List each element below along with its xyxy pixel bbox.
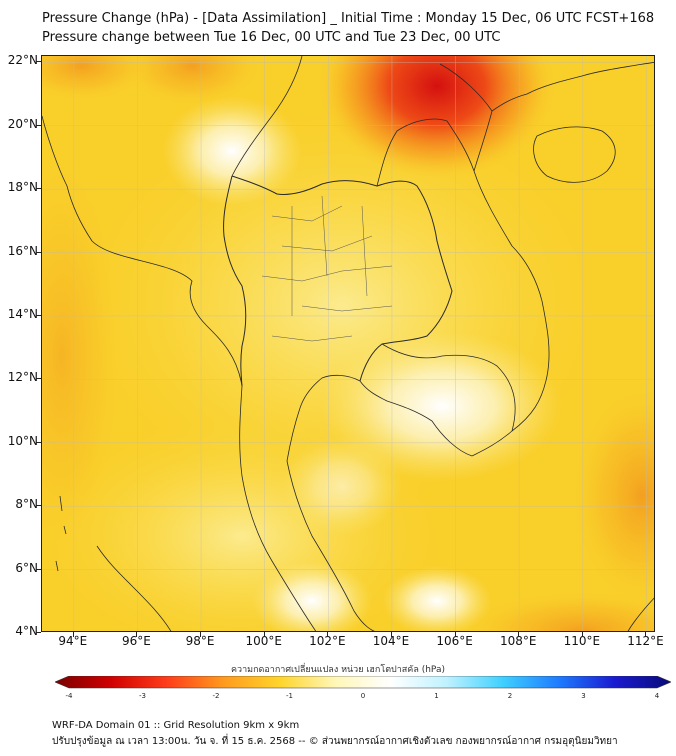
field-orange-northwest — [42, 56, 152, 101]
field-orange-east — [572, 386, 654, 606]
colorbar-tick-label: 4 — [654, 692, 660, 700]
lat-tick-mark — [36, 378, 41, 380]
cambodia-coastline — [359, 380, 473, 457]
colorbar-tick-label: 3 — [581, 692, 586, 700]
lon-tick-label: 104°E — [372, 634, 410, 648]
lat-tick-mark — [36, 505, 41, 507]
colorbar-tick-label: -2 — [212, 692, 220, 700]
lon-tick-label: 112°E — [627, 634, 664, 648]
andaman-islands — [55, 495, 67, 572]
lat-tick-mark — [36, 568, 41, 570]
lon-tick-mark — [518, 632, 520, 637]
lon-tick-mark — [200, 632, 202, 637]
colorbar — [55, 676, 671, 689]
lon-tick-mark — [136, 632, 138, 637]
lon-tick-mark — [327, 632, 329, 637]
lat-tick-label: 8°N — [15, 497, 38, 512]
borneo-coastline — [627, 597, 654, 631]
lat-tick-label: 16°N — [7, 243, 38, 258]
map-subtitle: Pressure change between Tue 16 Dec, 00 U… — [42, 30, 501, 45]
sumatra-coastline — [96, 545, 172, 631]
lon-tick-label: 106°E — [436, 634, 473, 648]
malay-peninsula-east — [286, 460, 375, 631]
field-white-southeast — [382, 566, 492, 631]
lat-tick-label: 6°N — [15, 560, 38, 575]
lon-tick-mark — [72, 632, 74, 637]
thailand-border — [223, 175, 453, 387]
lon-tick-label: 108°E — [499, 634, 537, 648]
lon-tick-label: 94°E — [58, 634, 88, 648]
field-white-gulf — [282, 436, 402, 536]
hainan-island — [533, 126, 616, 183]
lat-tick-mark — [36, 251, 41, 253]
lat-tick-mark — [36, 188, 41, 190]
pressure-change-map — [42, 56, 654, 631]
malay-peninsula-west — [239, 385, 317, 631]
cambodia-border — [381, 343, 516, 432]
field-orange-west — [42, 156, 122, 556]
lat-tick-label: 12°N — [7, 370, 38, 385]
lat-tick-label: 14°N — [7, 306, 38, 321]
lat-tick-label: 18°N — [7, 180, 38, 195]
lat-tick-label: 10°N — [7, 433, 38, 448]
field-orange-southeast — [462, 591, 654, 631]
province-borders — [261, 195, 393, 342]
colorbar-tick-label: -4 — [65, 692, 73, 700]
lon-tick-label: 110°E — [563, 634, 601, 648]
lat-tick-mark — [36, 61, 41, 63]
myanmar-coastline — [42, 115, 243, 387]
colorbar-bar — [55, 676, 671, 689]
laos-border — [376, 118, 475, 187]
lon-tick-mark — [581, 632, 583, 637]
lat-tick-mark — [36, 124, 41, 126]
field-white-south — [252, 561, 372, 631]
lat-tick-mark — [36, 314, 41, 316]
colorbar-tick-label: -3 — [139, 692, 146, 700]
lon-tick-mark — [645, 632, 647, 637]
gulf-of-thailand-coast — [286, 374, 361, 462]
lon-tick-label: 96°E — [122, 634, 151, 648]
lat-tick-mark — [36, 632, 41, 633]
colorbar-tick-label: 0 — [360, 692, 366, 700]
myanmar-china-border — [231, 56, 303, 177]
lon-tick-label: 98°E — [185, 634, 215, 648]
china-coastline — [439, 61, 654, 112]
field-white-cambodia — [322, 331, 562, 481]
colorbar-tick-label: -1 — [286, 692, 293, 700]
lon-tick-mark — [263, 632, 265, 637]
lat-tick-label: 22°N — [7, 53, 38, 68]
footer-credit: ปรับปรุงข้อมูล ณ เวลา 13:00น. วัน จ. ที่… — [52, 736, 618, 747]
lat-tick-mark — [36, 441, 41, 443]
graticule — [42, 56, 654, 631]
footer-model-info: WRF-DA Domain 01 :: Grid Resolution 9km … — [52, 720, 300, 731]
lat-tick-label: 20°N — [7, 116, 38, 131]
lat-tick-label: 4°N — [15, 624, 38, 638]
field-red-northeast — [317, 56, 557, 181]
lon-tick-label: 100°E — [245, 634, 282, 648]
lon-tick-label: 102°E — [309, 634, 346, 648]
field-orange-north — [122, 56, 262, 106]
lon-tick-mark — [454, 632, 456, 637]
map-title: Pressure Change (hPa) - [Data Assimilati… — [42, 11, 655, 26]
colorbar-tick-label: 1 — [434, 692, 439, 700]
boundaries — [42, 56, 654, 631]
map-panel[interactable] — [41, 55, 655, 632]
field-white-north — [162, 96, 302, 206]
lon-tick-mark — [390, 632, 392, 637]
colorbar-title: ความกดอากาศเปลี่ยนแปลง หน่วย เฮกโตปาสคัล… — [231, 665, 445, 675]
colorbar-tick-label: 2 — [507, 692, 513, 700]
